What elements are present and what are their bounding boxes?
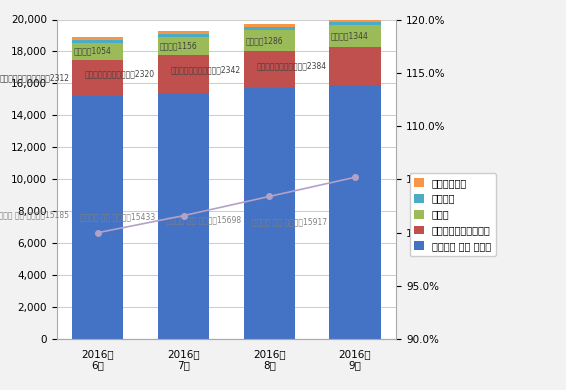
Bar (329, 25, 381, 47)
Bar (72, 96, 123, 339)
Bar (158, 37, 209, 55)
Text: オリックスカーシェア，2312: オリックスカーシェア，2312 (0, 73, 70, 83)
Text: カレコ，1054: カレコ，1054 (74, 46, 112, 56)
Text: タイムズ カー プラス，15698: タイムズ カー プラス，15698 (166, 215, 241, 224)
Text: カレコ，1344: カレコ，1344 (331, 32, 369, 41)
Bar (243, 51, 295, 88)
Bar (243, 88, 295, 339)
Bar (329, 47, 381, 85)
Bar (243, 27, 295, 30)
Bar (72, 60, 123, 96)
Bar (158, 31, 209, 34)
Bar (243, 24, 295, 27)
Bar (329, 85, 381, 339)
Bar (158, 55, 209, 92)
Bar (158, 34, 209, 37)
Bar (72, 40, 123, 43)
Text: タイムズ カー プラス，15185: タイムズ カー プラス，15185 (0, 210, 70, 219)
Text: オリックスカーシェア，2342: オリックスカーシェア，2342 (171, 65, 241, 74)
Text: カレコ，1156: カレコ，1156 (160, 42, 198, 51)
Bar (158, 92, 209, 339)
Text: タイムズ カー プラス，15917: タイムズ カー プラス，15917 (252, 217, 327, 226)
Bar (72, 43, 123, 60)
Bar (72, 37, 123, 40)
Text: オリックスカーシェア，2320: オリックスカーシェア，2320 (85, 69, 155, 78)
Bar (329, 18, 381, 22)
Bar (243, 30, 295, 51)
Bar (329, 22, 381, 25)
Text: オリックスカーシェア，2384: オリックスカーシェア，2384 (256, 61, 327, 70)
Text: タイムズ カー プラス，15433: タイムズ カー プラス，15433 (80, 213, 155, 222)
Text: カレコ，1286: カレコ，1286 (245, 36, 283, 45)
Legend: アース・カー, カリテコ, カレコ, オリックスカーシェア, タイムズ カー プラス: アース・カー, カリテコ, カレコ, オリックスカーシェア, タイムズ カー プ… (410, 173, 496, 256)
